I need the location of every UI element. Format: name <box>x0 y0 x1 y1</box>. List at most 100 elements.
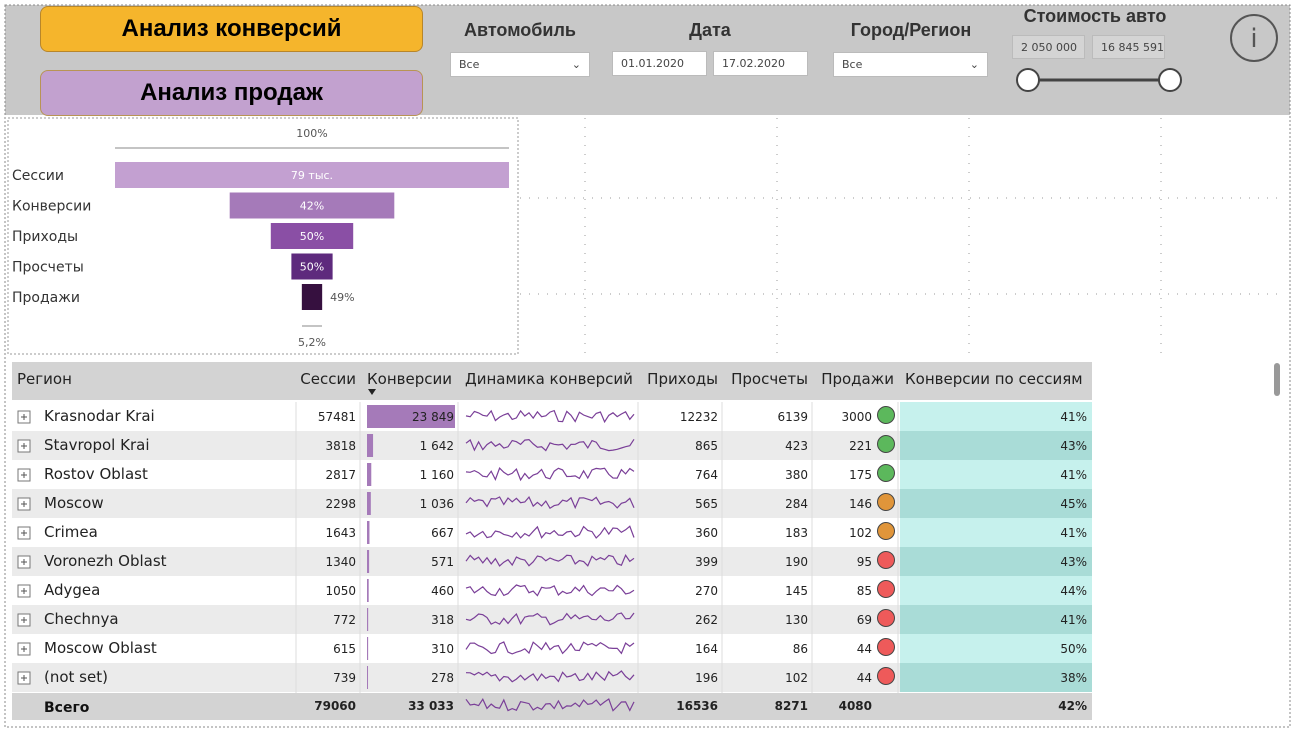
sparkline <box>465 697 635 712</box>
cell-value: 1 036 <box>420 497 454 511</box>
cell-value: 262 <box>695 613 718 627</box>
funnel-label: 79 тыс. <box>291 169 333 182</box>
date-input[interactable]: 01.01.2020 <box>612 51 707 76</box>
range-input[interactable]: 16 845 591 <box>1092 35 1165 59</box>
cell-value: 667 <box>431 526 454 540</box>
region-name: Moscow Oblast <box>44 639 157 657</box>
nav-button[interactable]: Анализ продаж <box>40 70 423 116</box>
cell-value: 310 <box>431 642 454 656</box>
cell-value: 739 <box>333 671 356 685</box>
funnel-bottom-label: 5,2% <box>298 336 326 349</box>
cell-value: 221 <box>849 439 872 453</box>
conversion-bar <box>367 637 369 660</box>
status-dot <box>877 551 895 569</box>
canvas-grid <box>520 118 1285 355</box>
status-dot <box>877 493 895 511</box>
cell-value: 571 <box>431 555 454 569</box>
dropdown[interactable]: Все ⌄ <box>450 52 590 77</box>
cell-value: 12232 <box>680 410 718 424</box>
sparkline <box>465 612 635 626</box>
funnel-label: 42% <box>300 200 324 213</box>
expand-plus <box>21 472 27 478</box>
cell-value: 102 <box>785 671 808 685</box>
table-row <box>12 431 900 460</box>
cell-value: 85 <box>857 584 872 598</box>
status-dot <box>877 435 895 453</box>
range-input[interactable]: 2 050 000 <box>1012 35 1085 59</box>
cell-value: 44 <box>857 671 872 685</box>
cell-value: 23 849 <box>412 410 454 424</box>
total-label: Всего <box>44 700 90 716</box>
region-name: Rostov Oblast <box>44 465 148 483</box>
cell-value: 57481 <box>318 410 356 424</box>
funnel-stage: Продажи <box>12 290 80 306</box>
cell-value: 38% <box>1060 671 1087 685</box>
cell-value: 399 <box>695 555 718 569</box>
rate-cell <box>900 605 1092 634</box>
cell-value: 4080 <box>839 699 872 713</box>
expand-plus <box>21 646 27 652</box>
table-row <box>12 663 900 692</box>
cell-value: 145 <box>785 584 808 598</box>
table-header <box>12 362 1092 400</box>
cell-value: 1340 <box>325 555 356 569</box>
funnel-label: 50% <box>300 230 324 243</box>
cell-value: 175 <box>849 468 872 482</box>
sparkline <box>465 554 635 567</box>
cell-value: 42% <box>1058 699 1087 713</box>
dropdown[interactable]: Все ⌄ <box>833 52 988 77</box>
status-dot <box>877 638 895 656</box>
column-header: Продажи <box>821 370 894 388</box>
rate-cell <box>900 460 1092 489</box>
cell-value: 33 033 <box>408 699 454 713</box>
cell-value: 146 <box>849 497 872 511</box>
table-row <box>12 489 900 518</box>
status-dot <box>877 464 895 482</box>
funnel-bar <box>291 253 333 280</box>
table-row <box>12 634 900 663</box>
cell-value: 41% <box>1060 526 1087 540</box>
column-header: Просчеты <box>731 370 808 388</box>
funnel-label: 49% <box>330 291 354 304</box>
region-name: Chechnya <box>44 610 119 628</box>
funnel-stage: Приходы <box>12 229 78 245</box>
funnel-top-label: 100% <box>296 127 327 140</box>
rate-cell <box>900 431 1092 460</box>
region-name: Moscow <box>44 494 104 512</box>
region-name: Stavropol Krai <box>44 436 149 454</box>
scrollbar[interactable] <box>1274 363 1280 396</box>
slider-handle[interactable] <box>1016 68 1040 92</box>
rate-cell <box>900 402 1092 431</box>
cell-value: 865 <box>695 439 718 453</box>
cell-value: 284 <box>785 497 808 511</box>
column-header: Регион <box>17 370 72 388</box>
cell-value: 44% <box>1060 584 1087 598</box>
expand-plus <box>21 588 27 594</box>
table-row <box>12 576 900 605</box>
date-input[interactable]: 17.02.2020 <box>713 51 808 76</box>
cell-value: 2817 <box>325 468 356 482</box>
cell-value: 2298 <box>325 497 356 511</box>
region-name: Krasnodar Krai <box>44 407 155 425</box>
cell-value: 102 <box>849 526 872 540</box>
cell-value: 6139 <box>777 410 808 424</box>
region-name: Crimea <box>44 523 98 541</box>
sort-arrow <box>368 389 376 395</box>
cell-value: 565 <box>695 497 718 511</box>
slider-handle[interactable] <box>1158 68 1182 92</box>
cell-value: 130 <box>785 613 808 627</box>
rate-cell <box>900 576 1092 605</box>
range-value: 2 050 000 <box>1021 40 1077 54</box>
funnel-stage: Просчеты <box>12 260 84 276</box>
range-value: 16 845 591 <box>1101 40 1164 54</box>
funnel-bar <box>270 223 354 249</box>
nav-button[interactable]: Анализ конверсий <box>40 6 423 52</box>
expand-plus <box>21 675 27 681</box>
conversion-bar <box>367 521 370 544</box>
cell-value: 3000 <box>841 410 872 424</box>
info-icon[interactable] <box>1230 14 1278 62</box>
cell-value: 43% <box>1060 439 1087 453</box>
table-row <box>12 547 900 576</box>
status-dot <box>877 667 895 685</box>
